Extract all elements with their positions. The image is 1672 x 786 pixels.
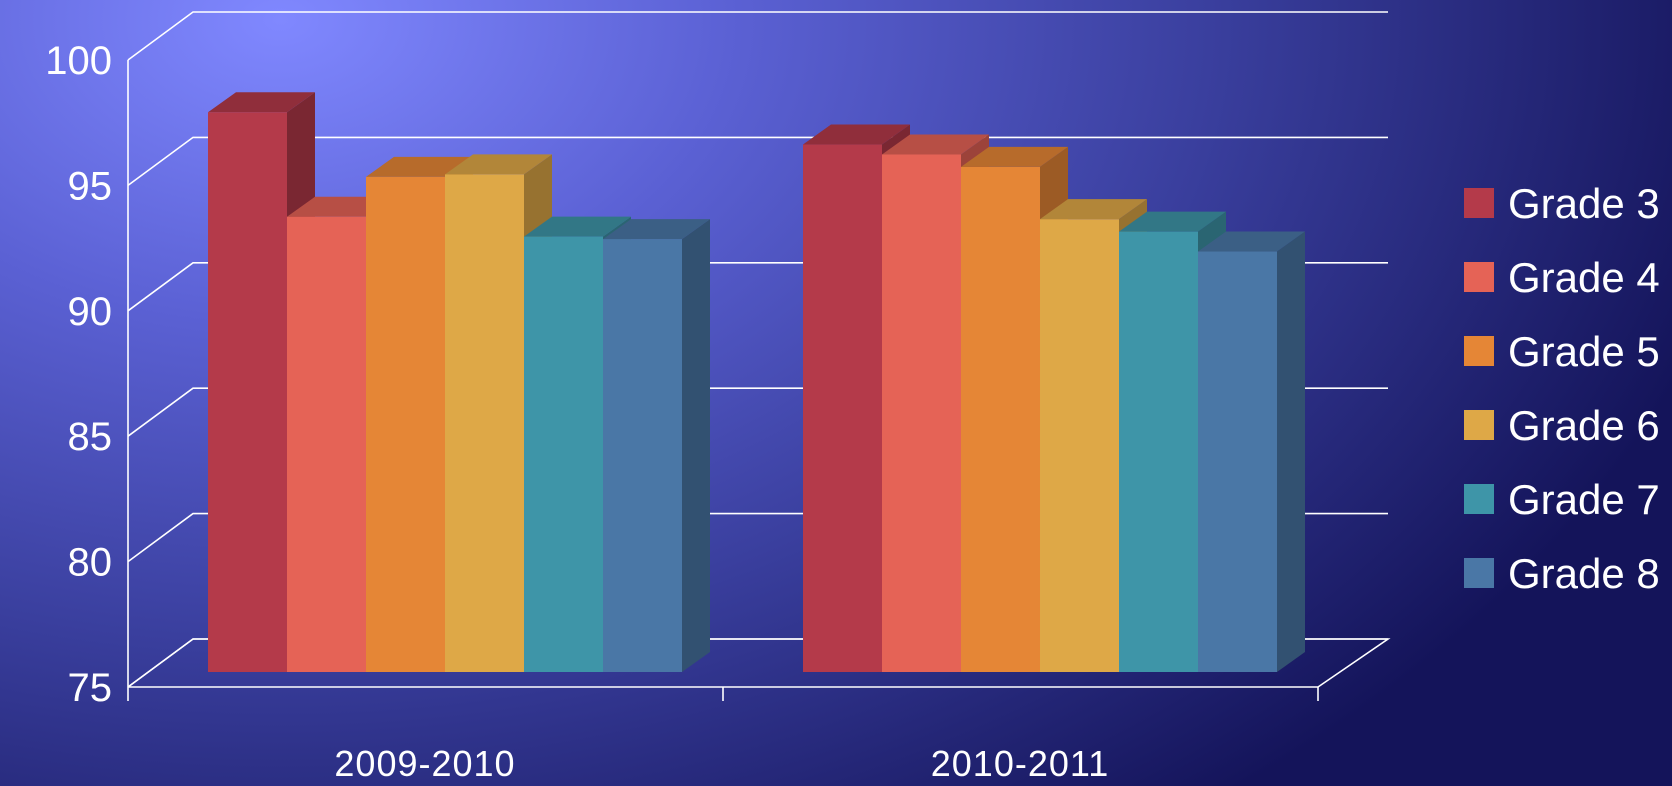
legend-swatch (1464, 410, 1494, 440)
legend-swatch (1464, 262, 1494, 292)
legend-label: Grade 7 (1508, 476, 1660, 523)
bar-front (1198, 251, 1277, 672)
legend-item: Grade 7 (1464, 476, 1660, 523)
bar-front (803, 144, 882, 672)
y-tick-label: 95 (68, 164, 113, 208)
bar (1198, 231, 1305, 672)
legend-swatch (1464, 188, 1494, 218)
bar-front (445, 174, 524, 672)
legend-label: Grade 6 (1508, 402, 1660, 449)
bar-top (208, 92, 315, 113)
bar-top (603, 219, 710, 240)
bar-top (803, 124, 910, 145)
y-tick-label: 80 (68, 541, 113, 585)
legend-swatch (1464, 336, 1494, 366)
bar-front (1040, 219, 1119, 672)
floor (127, 638, 1391, 688)
bar-side (1277, 231, 1305, 672)
bar-front (961, 166, 1040, 672)
bar-top (961, 146, 1068, 167)
gridline (127, 11, 1388, 61)
x-category-label: 2009-2010 (334, 743, 515, 784)
bar-front (524, 236, 603, 672)
y-axis-tick-labels: 75 80 85 90 95 100 (45, 39, 112, 710)
y-tick-label: 85 (68, 415, 113, 459)
bar-front (603, 239, 682, 672)
legend-item: Grade 4 (1464, 254, 1660, 301)
y-tick-label: 100 (45, 39, 112, 83)
bar-side (682, 219, 710, 672)
bar-top (1040, 199, 1147, 220)
bar-top (524, 216, 631, 237)
legend-label: Grade 3 (1508, 180, 1660, 227)
bar-top (445, 154, 552, 175)
bar-top (366, 156, 473, 177)
legend-item: Grade 5 (1464, 328, 1660, 375)
bars (208, 92, 1305, 673)
bar-front (208, 112, 287, 672)
bar-front (1119, 231, 1198, 672)
bar-top (1198, 231, 1305, 252)
x-axis-category-labels: 2009-2010 2010-2011 (334, 743, 1110, 784)
gridline (127, 136, 1388, 187)
y-tick-label: 90 (68, 290, 113, 334)
bar-top (882, 134, 989, 155)
y-tick-label: 75 (68, 666, 113, 710)
legend-label: Grade 4 (1508, 254, 1660, 301)
legend-item: Grade 8 (1464, 550, 1660, 597)
legend-label: Grade 5 (1508, 328, 1660, 375)
bar (603, 219, 710, 672)
legend-label: Grade 8 (1508, 550, 1660, 597)
legend: Grade 3 Grade 4 Grade 5 Grade 6 Grade 7 Grade… (1464, 180, 1660, 597)
bar-front (366, 176, 445, 672)
bar-front (882, 154, 961, 673)
legend-item: Grade 3 (1464, 180, 1660, 227)
legend-item: Grade 6 (1464, 402, 1660, 449)
x-category-label: 2010-2011 (931, 743, 1110, 784)
legend-swatch (1464, 484, 1494, 514)
legend-swatch (1464, 558, 1494, 588)
axes (127, 60, 1391, 701)
bar-top (1119, 211, 1226, 232)
bar-front (287, 216, 366, 673)
